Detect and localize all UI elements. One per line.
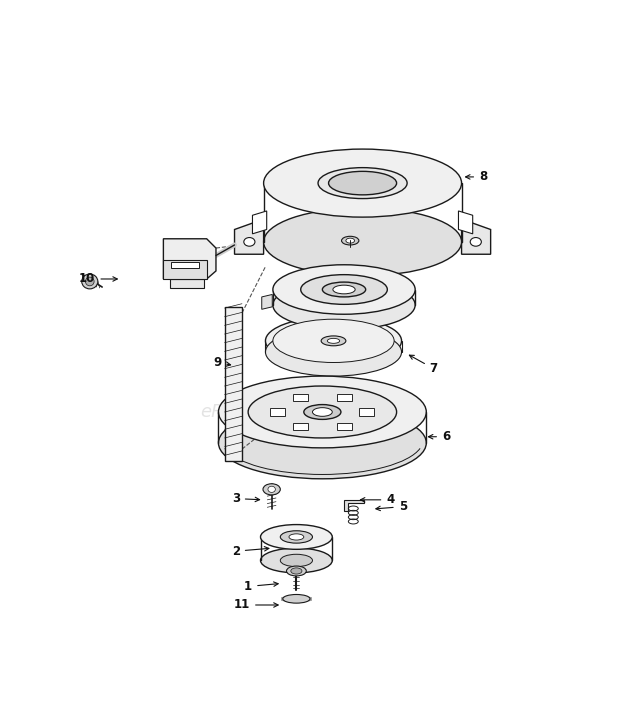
Ellipse shape xyxy=(218,376,427,448)
Ellipse shape xyxy=(329,171,397,195)
Ellipse shape xyxy=(470,238,481,247)
Text: 6: 6 xyxy=(428,430,450,443)
Ellipse shape xyxy=(273,281,415,330)
Ellipse shape xyxy=(327,339,340,344)
Ellipse shape xyxy=(342,236,359,245)
Text: 10: 10 xyxy=(79,273,117,286)
Polygon shape xyxy=(172,262,198,268)
Text: 2: 2 xyxy=(232,544,269,558)
Polygon shape xyxy=(360,408,374,415)
Ellipse shape xyxy=(248,386,397,438)
Polygon shape xyxy=(252,211,267,234)
Text: 9: 9 xyxy=(213,356,231,369)
Ellipse shape xyxy=(280,555,312,567)
Ellipse shape xyxy=(289,534,304,540)
Ellipse shape xyxy=(260,548,332,573)
Polygon shape xyxy=(458,211,472,234)
Text: eReplacementParts.com: eReplacementParts.com xyxy=(200,403,420,421)
Ellipse shape xyxy=(286,324,381,357)
Polygon shape xyxy=(164,239,216,279)
Ellipse shape xyxy=(313,334,354,348)
Ellipse shape xyxy=(327,339,340,343)
Ellipse shape xyxy=(260,525,332,550)
Ellipse shape xyxy=(218,407,427,478)
Polygon shape xyxy=(270,408,285,415)
Ellipse shape xyxy=(86,277,94,286)
Polygon shape xyxy=(337,423,352,430)
Polygon shape xyxy=(224,307,242,462)
Text: 4: 4 xyxy=(360,493,394,506)
Text: 5: 5 xyxy=(376,500,407,513)
Ellipse shape xyxy=(268,486,275,492)
Ellipse shape xyxy=(283,594,310,603)
Ellipse shape xyxy=(306,331,360,350)
Text: 8: 8 xyxy=(466,170,487,183)
Ellipse shape xyxy=(333,285,355,294)
Ellipse shape xyxy=(321,336,346,346)
Ellipse shape xyxy=(273,265,415,314)
Ellipse shape xyxy=(244,238,255,247)
Polygon shape xyxy=(293,423,308,430)
Ellipse shape xyxy=(301,275,388,304)
Ellipse shape xyxy=(265,317,402,365)
Polygon shape xyxy=(344,500,364,511)
Ellipse shape xyxy=(280,322,388,360)
Polygon shape xyxy=(170,279,203,289)
Ellipse shape xyxy=(304,405,341,419)
Polygon shape xyxy=(164,260,206,279)
Ellipse shape xyxy=(263,484,280,495)
Ellipse shape xyxy=(312,407,332,416)
Text: 1: 1 xyxy=(244,580,278,593)
Text: 7: 7 xyxy=(409,355,438,375)
Ellipse shape xyxy=(280,531,312,543)
Polygon shape xyxy=(234,220,264,254)
Ellipse shape xyxy=(318,167,407,199)
Ellipse shape xyxy=(293,326,374,355)
Ellipse shape xyxy=(264,208,461,276)
Ellipse shape xyxy=(273,319,394,362)
Ellipse shape xyxy=(346,238,355,243)
Ellipse shape xyxy=(265,328,402,376)
Ellipse shape xyxy=(320,336,347,346)
Polygon shape xyxy=(337,394,352,401)
Ellipse shape xyxy=(322,282,366,297)
Ellipse shape xyxy=(300,329,367,353)
Text: 3: 3 xyxy=(232,492,260,505)
Polygon shape xyxy=(293,394,308,401)
Polygon shape xyxy=(461,220,490,254)
Text: 11: 11 xyxy=(234,599,278,611)
Ellipse shape xyxy=(291,568,302,574)
Polygon shape xyxy=(262,294,272,310)
Ellipse shape xyxy=(82,274,98,289)
Ellipse shape xyxy=(286,566,306,576)
Ellipse shape xyxy=(264,149,461,217)
